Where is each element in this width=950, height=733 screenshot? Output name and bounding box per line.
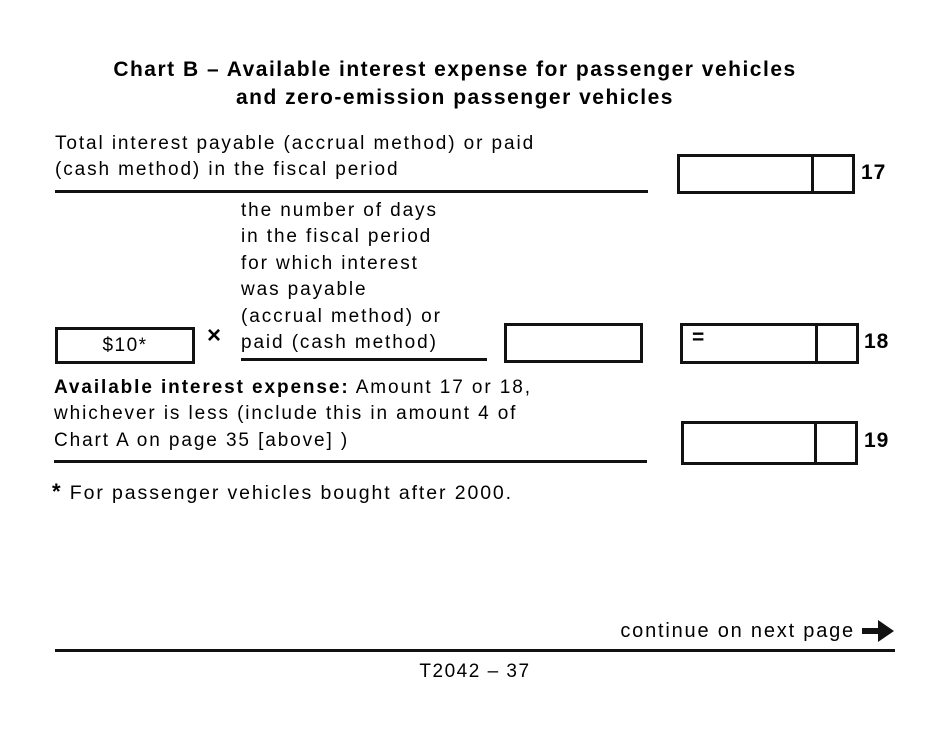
days-description-line4: was payable <box>241 279 368 301</box>
line17-label-line1: Total interest payable (accrual method) … <box>55 133 536 154</box>
days-count-box <box>504 323 643 363</box>
amount19-box <box>681 421 858 465</box>
line17-number: 17 <box>861 161 887 184</box>
days-description-line5: (accrual method) or <box>241 305 442 327</box>
amount17-cents-field[interactable] <box>811 157 852 191</box>
line17-label: Total interest payable (accrual method) … <box>55 131 655 184</box>
days-description-underline <box>241 358 487 361</box>
continue-note: continue on next page <box>620 619 895 643</box>
footnote-asterisk: * <box>52 479 63 504</box>
ten-dollar-value: $10* <box>102 334 148 356</box>
amount18-dollars-field[interactable]: = <box>683 326 815 361</box>
equals-sign: = <box>692 326 705 349</box>
page-footer: T2042 – 37 <box>419 661 531 682</box>
footer-rule <box>55 649 895 652</box>
amount19-dollars-field[interactable] <box>684 424 814 462</box>
days-count-field[interactable] <box>507 326 640 360</box>
amount18-box: = <box>680 323 859 364</box>
right-arrow-icon <box>862 620 894 642</box>
line19-number: 19 <box>864 429 890 452</box>
continue-note-text: continue on next page <box>620 619 855 642</box>
days-description-line2: in the fiscal period <box>241 226 433 248</box>
amount18-cents-field[interactable] <box>815 326 856 361</box>
footnote: * For passenger vehicles bought after 20… <box>52 478 692 507</box>
line19-label-line3: Chart A on page 35 [above] ) <box>54 429 350 451</box>
chart-b-title: Chart B – Available interest expense for… <box>40 56 870 112</box>
days-description-line3: for which interest <box>241 252 419 274</box>
available-interest-expense-bold: Available interest expense: <box>54 377 350 398</box>
multiplication-sign: × <box>207 322 222 349</box>
chart-b-title-line1: Chart B – Available interest expense for… <box>113 58 797 81</box>
chart-b-title-line2: and zero-emission passenger vehicles <box>236 86 674 109</box>
amount19-cents-field[interactable] <box>814 424 855 462</box>
amount17-dollars-field[interactable] <box>680 157 811 191</box>
days-description-line1: the number of days <box>241 200 438 221</box>
line17-label-line2: (cash method) in the fiscal period <box>55 159 400 181</box>
footnote-text: For passenger vehicles bought after 2000… <box>62 482 513 504</box>
line19-rule <box>54 460 647 463</box>
amount17-box <box>677 154 855 194</box>
line19-label-line1-rest: Amount 17 or 18, <box>349 377 532 398</box>
ten-dollar-box: $10* <box>55 327 195 364</box>
line19-label-line1: Available interest expense: Amount 17 or… <box>54 375 664 401</box>
line18-number: 18 <box>864 330 890 353</box>
days-description-line6: paid (cash method) <box>241 332 438 354</box>
line19-label-line2: whichever is less (include this in amoun… <box>54 403 518 425</box>
days-description: the number of days in the fiscal period … <box>241 198 541 356</box>
line17-rule <box>55 190 648 193</box>
line19-label: Available interest expense: Amount 17 or… <box>54 375 664 454</box>
